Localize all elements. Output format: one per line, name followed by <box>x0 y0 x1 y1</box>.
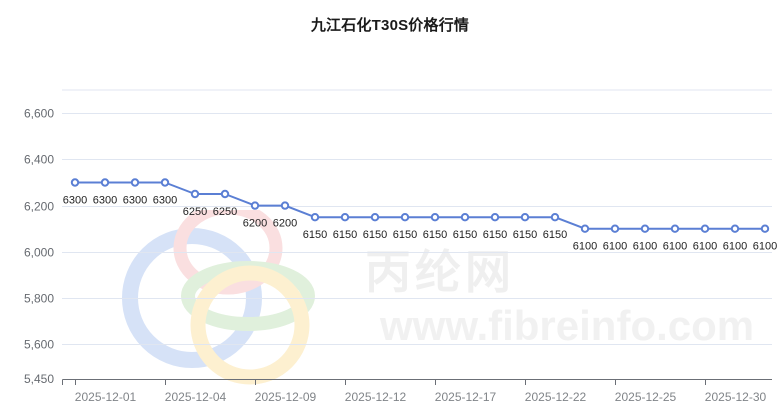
data-point-marker[interactable] <box>670 224 680 233</box>
y-axis-min-label: 5,450 <box>24 372 54 386</box>
data-point-marker[interactable] <box>250 201 260 210</box>
x-axis-tick-label: 2025-12-25 <box>615 390 677 404</box>
data-point-marker[interactable] <box>160 178 170 187</box>
data-point-label: 6150 <box>303 229 327 241</box>
data-point-marker[interactable] <box>460 213 470 222</box>
data-point-label: 6150 <box>363 229 387 241</box>
data-point-label: 6200 <box>273 218 297 230</box>
data-point-marker[interactable] <box>280 201 290 210</box>
data-point-label: 6150 <box>333 229 357 241</box>
x-axis-tick-label: 2025-12-09 <box>255 390 317 404</box>
y-axis-tick-label: 6,200 <box>24 200 54 214</box>
data-point-label: 6250 <box>183 206 207 218</box>
y-axis-tick-label: 6,000 <box>24 246 54 260</box>
data-point-marker[interactable] <box>520 213 530 222</box>
series-line <box>74 181 766 230</box>
data-point-label: 6100 <box>693 241 717 253</box>
data-point-marker[interactable] <box>370 213 380 222</box>
x-axis-tick-label: 2025-12-22 <box>525 390 587 404</box>
data-point-marker[interactable] <box>430 213 440 222</box>
data-point-label: 6300 <box>123 195 147 207</box>
y-axis-tick-label: 5,600 <box>24 338 54 352</box>
data-point-label: 6100 <box>573 241 597 253</box>
data-point-label: 6100 <box>723 241 747 253</box>
data-point-label: 6300 <box>153 195 177 207</box>
data-point-label: 6100 <box>603 241 627 253</box>
data-point-label: 6300 <box>93 195 117 207</box>
data-point-marker[interactable] <box>550 213 560 222</box>
data-point-marker[interactable] <box>100 178 110 187</box>
data-point-marker[interactable] <box>610 224 620 233</box>
data-point-marker[interactable] <box>400 213 410 222</box>
x-axis-tick-label: 2025-12-12 <box>345 390 407 404</box>
data-point-marker[interactable] <box>340 213 350 222</box>
x-axis-tick-label: 2025-12-30 <box>705 390 767 404</box>
data-point-marker[interactable] <box>700 224 710 233</box>
data-point-label: 6150 <box>453 229 477 241</box>
data-point-label: 6150 <box>393 229 417 241</box>
data-point-marker[interactable] <box>760 224 770 233</box>
y-axis-tick-label: 5,800 <box>24 292 54 306</box>
x-axis-tick-label: 2025-12-01 <box>75 390 137 404</box>
data-point-label: 6250 <box>213 206 237 218</box>
x-axis-tick-label: 2025-12-17 <box>435 390 497 404</box>
data-point-label: 6150 <box>423 229 447 241</box>
data-point-label: 6150 <box>483 229 507 241</box>
data-point-label: 6300 <box>63 195 87 207</box>
data-point-marker[interactable] <box>220 189 230 199</box>
x-axis-tick-label: 2025-12-04 <box>165 390 227 404</box>
data-point-label: 6150 <box>543 229 567 241</box>
y-axis-tick-label: 6,400 <box>24 153 54 167</box>
chart-title: 九江石化T30S价格行情 <box>310 17 470 34</box>
data-point-marker[interactable] <box>190 189 200 199</box>
data-point-marker[interactable] <box>730 224 740 233</box>
data-point-marker[interactable] <box>580 224 590 233</box>
data-point-label: 6150 <box>513 229 537 241</box>
data-point-label: 6100 <box>633 241 657 253</box>
data-point-marker[interactable] <box>640 224 650 233</box>
data-point-label: 6100 <box>663 241 687 253</box>
data-point-label: 6200 <box>243 218 267 230</box>
data-point-marker[interactable] <box>490 213 500 222</box>
y-axis-tick-label: 6,600 <box>24 107 54 121</box>
data-point-label: 6100 <box>753 241 777 253</box>
data-point-marker[interactable] <box>310 213 320 222</box>
data-point-marker[interactable] <box>70 178 80 187</box>
data-point-marker[interactable] <box>130 178 140 187</box>
